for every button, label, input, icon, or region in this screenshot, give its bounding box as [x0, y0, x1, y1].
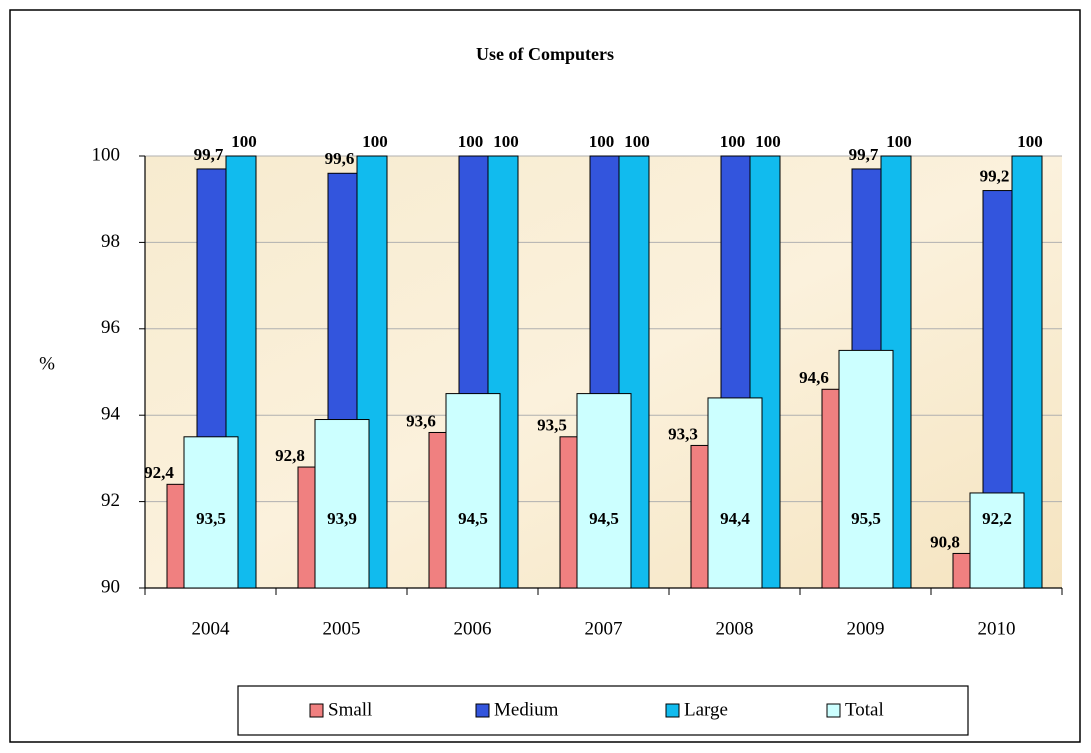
data-label: 92,4	[144, 463, 174, 482]
x-tick-label: 2010	[978, 618, 1016, 639]
data-label: 100	[458, 132, 484, 151]
data-label: 93,5	[537, 416, 567, 435]
bar	[838, 349, 894, 589]
data-label: 100	[362, 132, 388, 151]
bar	[707, 397, 763, 589]
legend	[237, 685, 969, 736]
data-label: 100	[493, 132, 519, 151]
bar	[821, 388, 842, 589]
x-tick-label: 2004	[192, 618, 231, 639]
bar	[952, 552, 973, 589]
x-tick-label: 2006	[454, 618, 492, 639]
bar	[314, 419, 370, 589]
legend-swatch	[475, 703, 490, 718]
legend-label: Medium	[494, 699, 559, 720]
data-label: 100	[1017, 132, 1043, 151]
data-label: 92,8	[275, 446, 305, 465]
bar	[445, 393, 501, 589]
data-label: 94,5	[589, 509, 619, 528]
y-tick-label: 92	[101, 490, 120, 511]
bar	[183, 436, 239, 589]
data-label: 93,3	[668, 424, 698, 443]
bar	[166, 483, 187, 589]
legend-swatch	[826, 703, 841, 718]
data-label: 94,4	[720, 509, 750, 528]
y-tick-label: 100	[92, 144, 121, 165]
data-label: 99,2	[980, 166, 1010, 185]
x-tick-label: 2009	[847, 618, 885, 639]
y-tick-label: 98	[101, 231, 120, 252]
data-label: 100	[231, 132, 257, 151]
y-tick-label: 94	[101, 404, 121, 425]
data-label: 90,8	[930, 532, 960, 551]
legend-label: Total	[845, 699, 884, 720]
legend-swatch	[665, 703, 680, 718]
data-label: 100	[886, 132, 912, 151]
bar	[969, 492, 1025, 589]
data-label: 94,6	[799, 368, 829, 387]
legend-label: Small	[328, 699, 372, 720]
y-axis-label: %	[39, 353, 55, 374]
data-label: 100	[624, 132, 650, 151]
data-label: 94,5	[458, 509, 488, 528]
x-tick-label: 2008	[716, 618, 754, 639]
y-tick-label: 96	[101, 317, 120, 338]
bar	[428, 431, 449, 589]
data-label: 100	[755, 132, 781, 151]
data-label: 100	[720, 132, 746, 151]
bar	[576, 393, 632, 589]
bar	[690, 444, 711, 589]
data-label: 99,7	[194, 145, 224, 164]
data-label: 92,2	[982, 509, 1012, 528]
bar	[559, 436, 580, 589]
data-label: 93,5	[196, 509, 226, 528]
y-tick-label: 90	[101, 576, 120, 597]
data-label: 100	[589, 132, 615, 151]
data-label: 99,7	[849, 145, 879, 164]
x-tick-label: 2007	[585, 618, 623, 639]
legend-swatch	[309, 703, 324, 718]
data-label: 99,6	[325, 149, 355, 168]
x-tick-label: 2005	[323, 618, 361, 639]
bar	[297, 466, 318, 589]
data-label: 95,5	[851, 509, 881, 528]
data-label: 93,9	[327, 509, 357, 528]
chart-title: Use of Computers	[476, 44, 614, 64]
data-label: 93,6	[406, 411, 436, 430]
legend-label: Large	[684, 699, 728, 720]
